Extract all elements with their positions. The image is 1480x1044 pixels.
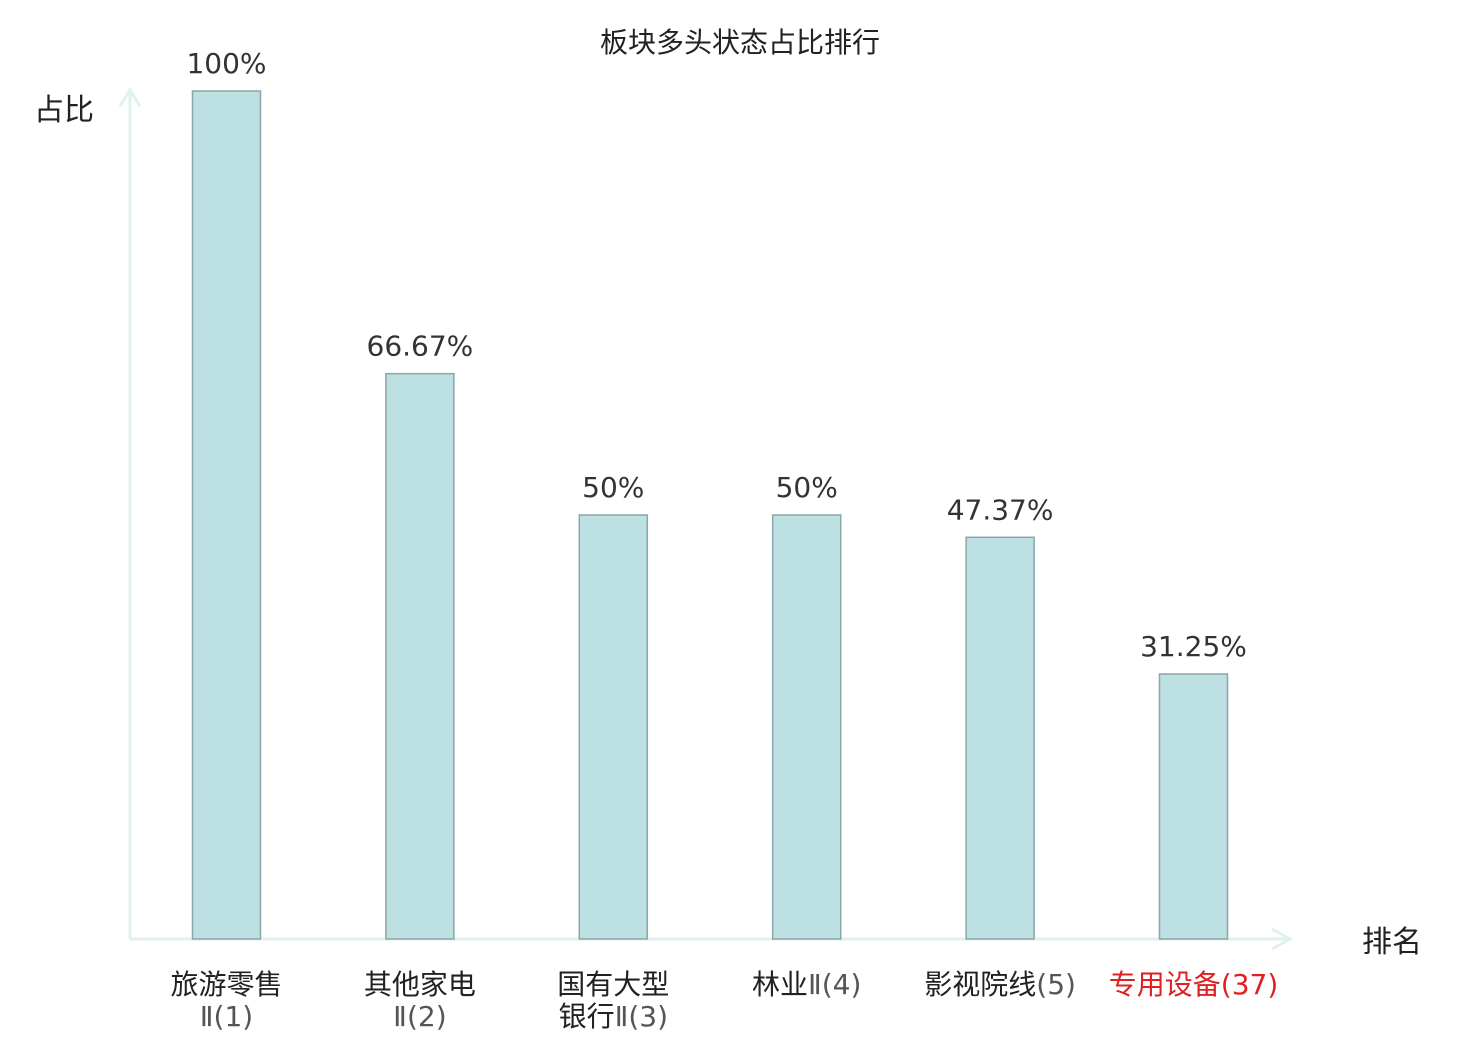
category-rank: (2) — [407, 1000, 447, 1033]
bar-value-label: 50% — [582, 471, 644, 504]
category-name: 专用设备 — [1109, 968, 1221, 1001]
chart-title: 板块多头状态占比排行 — [600, 26, 880, 59]
bar — [1158, 673, 1229, 940]
bar — [191, 90, 262, 940]
bar-value-label: 50% — [776, 471, 838, 504]
category-rank: (1) — [214, 1000, 254, 1033]
category-suffix: Ⅱ — [808, 968, 822, 1001]
category-rank: (37) — [1221, 968, 1278, 1001]
y-axis-label: 占比 — [34, 93, 94, 128]
axes — [118, 87, 1294, 951]
category-label: 专用设备(37) — [1109, 968, 1279, 1001]
bar-value-label: 100% — [186, 47, 266, 80]
bars-group — [191, 90, 1229, 940]
category-label-line-1: 旅游零售 — [170, 968, 282, 1001]
y-axis-arrow-icon — [118, 87, 142, 107]
category-label-line-2: Ⅱ(1) — [200, 1000, 253, 1033]
bar-value-label: 47.37% — [947, 493, 1054, 526]
category-label: 林业Ⅱ(4) — [752, 968, 861, 1001]
category-name: 影视院线 — [924, 968, 1036, 1001]
category-name-rest: 银行 — [559, 1000, 615, 1033]
category-rank: (5) — [1036, 968, 1076, 1001]
x-axis-arrow-icon — [1271, 927, 1294, 951]
category-rank: (4) — [822, 968, 862, 1001]
category-label-line-1: 国有大型 — [557, 968, 669, 1001]
category-suffix: Ⅱ — [200, 1000, 214, 1033]
value-labels-group: 100% 66.67% 50% 50% 47.37% 31.25% — [186, 47, 1246, 663]
category-suffix: Ⅱ — [393, 1000, 407, 1033]
bar — [385, 372, 455, 940]
bar — [771, 514, 842, 940]
x-axis-label: 排名 — [1362, 925, 1422, 960]
bar — [965, 536, 1035, 940]
category-label-line-2: 银行Ⅱ(3) — [559, 1000, 668, 1033]
bar — [578, 514, 649, 940]
category-name: 旅游零售 — [170, 968, 282, 1001]
category-name: 林业 — [752, 968, 808, 1001]
category-label-line-2: Ⅱ(2) — [393, 1000, 446, 1033]
category-suffix: Ⅱ — [615, 1000, 629, 1033]
category-rank: (3) — [628, 1000, 668, 1033]
category-label: 影视院线(5) — [924, 968, 1076, 1001]
bar-value-label: 31.25% — [1140, 630, 1247, 663]
category-label-line-1: 其他家电 — [364, 968, 476, 1001]
category-name: 其他家电 — [364, 968, 476, 1001]
bar-value-label: 66.67% — [367, 330, 474, 363]
